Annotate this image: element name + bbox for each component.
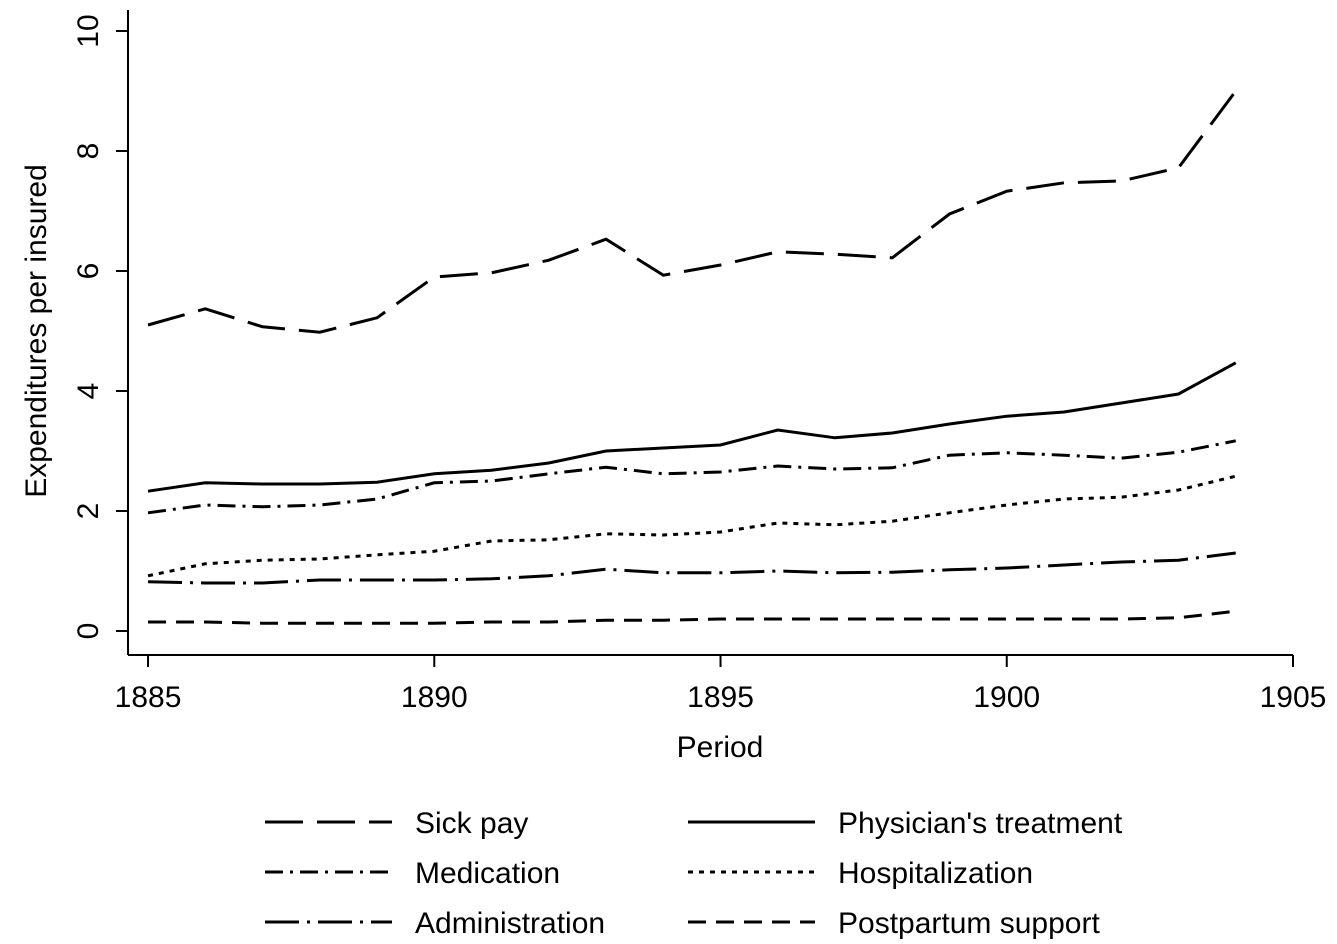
legend-label: Physician's treatment: [838, 807, 1123, 840]
x-tick-label: 1895: [687, 681, 754, 714]
x-tick-label: 1890: [401, 681, 468, 714]
legend-label: Medication: [415, 857, 560, 890]
legend-label: Hospitalization: [838, 857, 1033, 890]
y-tick-label: 6: [72, 263, 105, 280]
y-tick-label: 2: [72, 503, 105, 520]
x-axis-label: Period: [677, 731, 764, 764]
series-line: [147, 474, 1237, 578]
series-line: [147, 439, 1237, 515]
x-tick-label: 1905: [1260, 681, 1327, 714]
legend-label: Sick pay: [415, 807, 528, 840]
x-tick-label: 1900: [973, 681, 1040, 714]
y-tick-label: 8: [72, 143, 105, 160]
series-line: [148, 609, 1236, 625]
y-tick-label: 10: [72, 14, 105, 47]
series-line: [147, 361, 1237, 493]
series-line: [147, 90, 1237, 334]
y-tick-label: 0: [72, 623, 105, 640]
legend-label: Administration: [415, 907, 605, 940]
series-line: [148, 551, 1236, 585]
y-tick-label: 4: [72, 383, 105, 400]
legend-label: Postpartum support: [838, 907, 1100, 940]
y-axis-label: Expenditures per insured: [20, 164, 53, 498]
x-tick-label: 1885: [115, 681, 182, 714]
